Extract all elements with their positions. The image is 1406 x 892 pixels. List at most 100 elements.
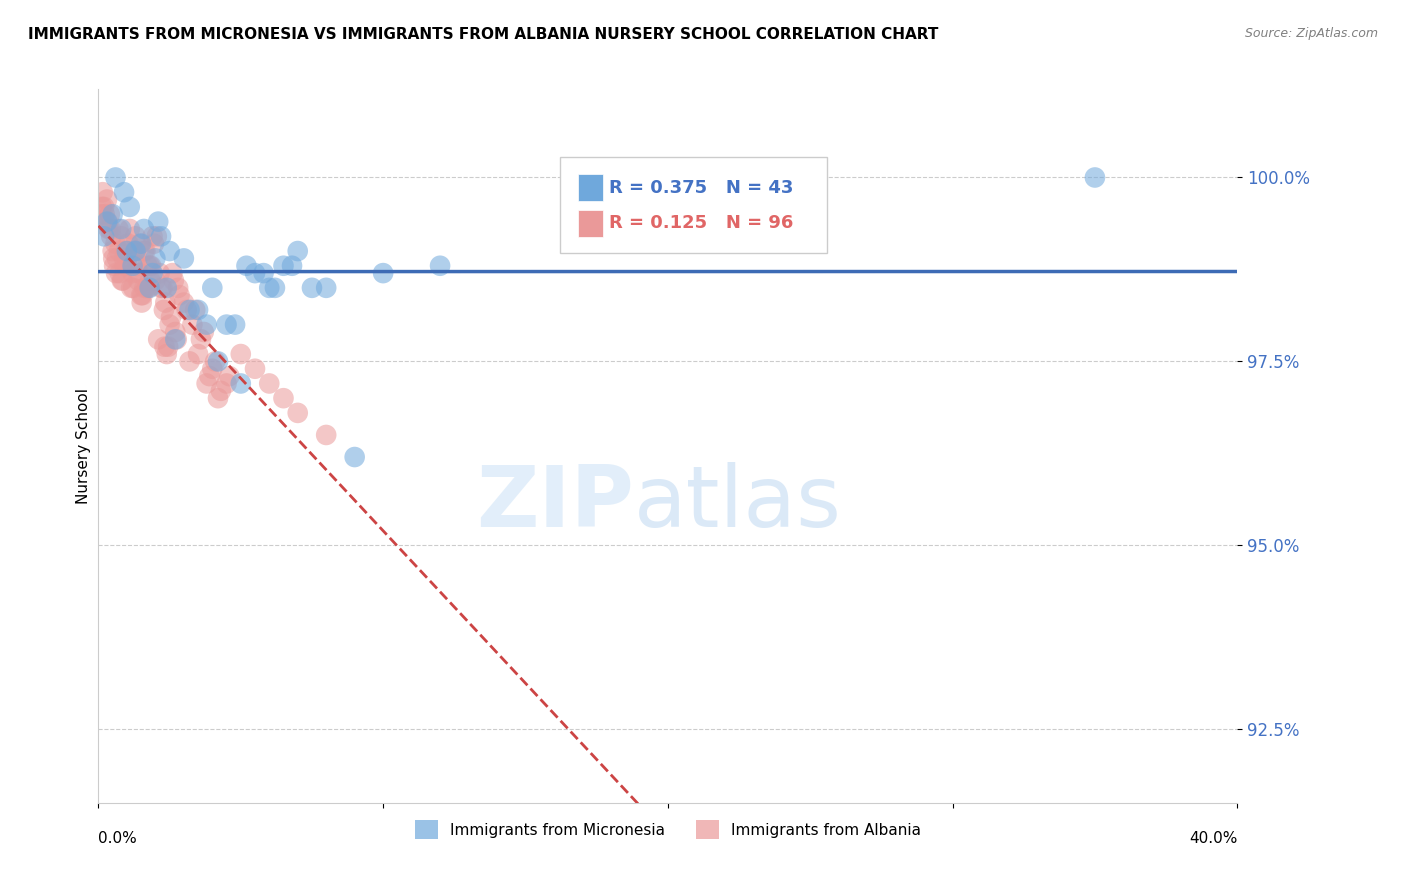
Point — [150, 229, 173, 244]
Point — [128, 266, 150, 280]
FancyBboxPatch shape — [578, 174, 603, 202]
Point — [122, 281, 145, 295]
Text: 0.0%: 0.0% — [98, 831, 138, 847]
Point — [224, 318, 246, 332]
Point — [120, 281, 142, 295]
Point — [136, 259, 159, 273]
Point — [259, 281, 281, 295]
Point — [138, 281, 160, 295]
Point — [105, 252, 128, 266]
Point — [108, 244, 131, 258]
Point — [139, 273, 162, 287]
Point — [198, 369, 221, 384]
Point — [195, 376, 218, 391]
Point — [103, 252, 125, 266]
Point — [152, 281, 174, 295]
Text: 40.0%: 40.0% — [1189, 831, 1237, 847]
Point — [111, 273, 134, 287]
Point — [115, 244, 138, 258]
Point — [218, 369, 240, 384]
Point — [100, 222, 122, 236]
Point — [287, 406, 309, 420]
Point — [93, 229, 115, 244]
Text: R = 0.125   N = 96: R = 0.125 N = 96 — [609, 214, 793, 232]
Point — [229, 347, 252, 361]
Point — [90, 200, 112, 214]
Point — [429, 259, 451, 273]
Point — [110, 229, 132, 244]
Point — [195, 318, 218, 332]
Point — [142, 236, 165, 251]
Point — [125, 244, 148, 258]
Point — [160, 310, 183, 325]
FancyBboxPatch shape — [560, 157, 827, 253]
Point — [96, 193, 118, 207]
Point — [146, 229, 169, 244]
Point — [114, 259, 136, 273]
Text: IMMIGRANTS FROM MICRONESIA VS IMMIGRANTS FROM ALBANIA NURSERY SCHOOL CORRELATION: IMMIGRANTS FROM MICRONESIA VS IMMIGRANTS… — [28, 27, 938, 42]
Point — [243, 266, 266, 280]
Point — [343, 450, 366, 464]
Legend: Immigrants from Micronesia, Immigrants from Albania: Immigrants from Micronesia, Immigrants f… — [409, 814, 927, 845]
Point — [132, 244, 155, 258]
Point — [139, 259, 162, 273]
Point — [281, 259, 304, 273]
Point — [129, 236, 152, 251]
Point — [145, 252, 167, 266]
Point — [127, 273, 149, 287]
Point — [150, 281, 173, 295]
Point — [129, 288, 152, 302]
Point — [110, 222, 132, 236]
Point — [128, 236, 150, 251]
Point — [117, 236, 139, 251]
Point — [134, 281, 156, 295]
Point — [215, 318, 238, 332]
Point — [93, 207, 115, 221]
Point — [117, 252, 139, 266]
Text: atlas: atlas — [634, 461, 842, 545]
Point — [181, 318, 204, 332]
Point — [97, 222, 120, 236]
Point — [122, 244, 145, 258]
Point — [235, 259, 257, 273]
Point — [118, 222, 141, 236]
Point — [124, 244, 146, 258]
Point — [166, 332, 188, 346]
Point — [121, 259, 143, 273]
Point — [173, 295, 195, 310]
Point — [111, 273, 134, 287]
Point — [273, 391, 295, 405]
Point — [201, 281, 224, 295]
Point — [301, 281, 323, 295]
Point — [101, 207, 124, 221]
Point — [138, 259, 160, 273]
Point — [132, 222, 155, 236]
Point — [169, 288, 191, 302]
Point — [135, 281, 157, 295]
Point — [209, 384, 232, 398]
Point — [163, 273, 186, 287]
Point — [101, 244, 124, 258]
Point — [98, 207, 121, 221]
Text: ZIP: ZIP — [477, 461, 634, 545]
Point — [252, 266, 274, 280]
Point — [187, 347, 209, 361]
Point — [156, 347, 179, 361]
Point — [207, 354, 229, 368]
Point — [91, 185, 114, 199]
Point — [141, 229, 163, 244]
Point — [243, 361, 266, 376]
Point — [179, 302, 201, 317]
Point — [204, 354, 226, 368]
Point — [176, 302, 198, 317]
Point — [184, 302, 207, 317]
Point — [371, 266, 394, 280]
Point — [104, 170, 127, 185]
Point — [190, 332, 212, 346]
Point — [134, 244, 156, 258]
Point — [121, 266, 143, 280]
Point — [124, 229, 146, 244]
Point — [159, 318, 181, 332]
Point — [100, 229, 122, 244]
Point — [112, 252, 135, 266]
